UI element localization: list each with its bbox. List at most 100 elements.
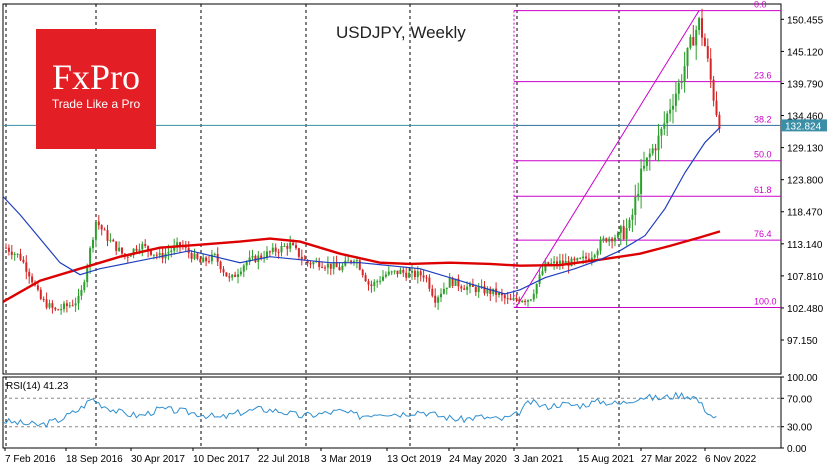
candle-body <box>234 274 237 277</box>
candle-body <box>170 250 173 252</box>
candle-body <box>92 239 94 249</box>
candle-body <box>167 251 170 254</box>
fib-trend-line <box>515 10 700 308</box>
candle-body <box>590 257 593 261</box>
candle-body <box>48 303 51 308</box>
x-axis-label: 3 Jan 2021 <box>514 454 564 465</box>
candle-body <box>147 245 150 251</box>
candle-body <box>132 248 135 256</box>
y-axis-label: 139.790 <box>787 79 824 90</box>
candle-body <box>599 240 602 251</box>
logo-name: FxPro <box>51 57 141 97</box>
candle-body <box>524 300 527 302</box>
x-axis-label: 27 Mar 2022 <box>641 454 698 465</box>
candle-body <box>471 283 474 287</box>
candle-body <box>645 157 648 166</box>
candle-body <box>361 269 364 276</box>
candle-body <box>564 260 567 264</box>
candle-body <box>141 244 144 250</box>
y-axis-label: 102.480 <box>787 304 824 315</box>
candle-body <box>39 289 42 300</box>
candle-body <box>367 281 370 285</box>
candle-body <box>683 66 686 82</box>
candle-body <box>7 247 10 252</box>
candle-body <box>173 245 176 251</box>
candle-body <box>390 271 393 273</box>
candle-body <box>358 260 361 270</box>
candle-body <box>547 262 550 266</box>
candle-body <box>686 47 689 67</box>
candle-body <box>370 284 373 286</box>
candle-body <box>144 244 147 246</box>
fib-level-label: 100.0 <box>754 297 777 307</box>
candle-body <box>36 285 39 290</box>
candle-body <box>541 271 544 275</box>
candle-body <box>25 262 28 272</box>
candle-body <box>489 288 492 294</box>
candle-body <box>266 251 268 258</box>
candle-body <box>324 267 326 269</box>
ma-slow-line <box>2 230 721 303</box>
candle-body <box>260 255 263 259</box>
candle-body <box>68 305 71 307</box>
candle-body <box>500 292 503 296</box>
rsi-line <box>2 391 717 428</box>
current-price-box <box>781 119 827 132</box>
candle-body <box>208 261 210 263</box>
x-axis-label: 10 Dec 2017 <box>193 454 250 465</box>
candle-body <box>196 253 199 259</box>
candle-body <box>228 276 231 278</box>
candle-body <box>74 303 77 306</box>
candle-body <box>222 269 225 273</box>
candle-body <box>213 253 216 255</box>
candle-body <box>210 254 213 262</box>
candle-body <box>16 253 19 255</box>
candle-body <box>463 288 466 290</box>
candle-body <box>651 148 654 154</box>
candle-body <box>579 258 582 260</box>
candle-body <box>268 251 271 253</box>
candle-body <box>532 293 535 300</box>
candle-body <box>332 262 335 269</box>
x-axis-label: 3 Mar 2019 <box>321 454 372 465</box>
candle-body <box>376 281 379 283</box>
candle-body <box>350 260 353 262</box>
candle-body <box>608 238 611 242</box>
candle-body <box>695 30 698 46</box>
x-axis-label: 13 Oct 2019 <box>387 454 442 465</box>
candle-body <box>129 255 132 257</box>
candle-body <box>416 271 419 278</box>
candle-body <box>634 196 637 215</box>
y-axis-label: 129.130 <box>787 144 824 155</box>
candle-body <box>94 221 97 240</box>
fxpro-logo: FxPro Trade Like a Pro <box>36 29 156 149</box>
candle-body <box>13 254 16 256</box>
candle-body <box>611 238 614 242</box>
candle-body <box>286 245 289 249</box>
candle-body <box>202 257 205 263</box>
candle-body <box>179 242 181 246</box>
candle-body <box>318 261 321 267</box>
candle-body <box>619 226 622 233</box>
candle-body <box>155 254 158 256</box>
rsi-axis-label: 30.00 <box>787 423 812 434</box>
candle-body <box>242 265 245 272</box>
candle-body <box>341 265 344 271</box>
candle-body <box>22 259 25 263</box>
candle-body <box>718 114 721 129</box>
candle-body <box>19 253 22 260</box>
chart-title: USDJPY, Weekly <box>336 23 466 42</box>
y-axis-label: 107.810 <box>787 272 824 283</box>
candle-body <box>512 297 515 300</box>
candle-body <box>553 261 556 264</box>
x-axis-label: 6 Nov 2022 <box>705 454 757 465</box>
candle-body <box>631 214 634 220</box>
candle-body <box>498 292 500 296</box>
candle-body <box>643 165 645 169</box>
fib-level-label: 0.0 <box>754 0 767 10</box>
rsi-axis-label: 70.00 <box>787 394 812 405</box>
candle-body <box>158 253 161 256</box>
candle-body <box>503 295 506 299</box>
candle-body <box>445 287 448 289</box>
